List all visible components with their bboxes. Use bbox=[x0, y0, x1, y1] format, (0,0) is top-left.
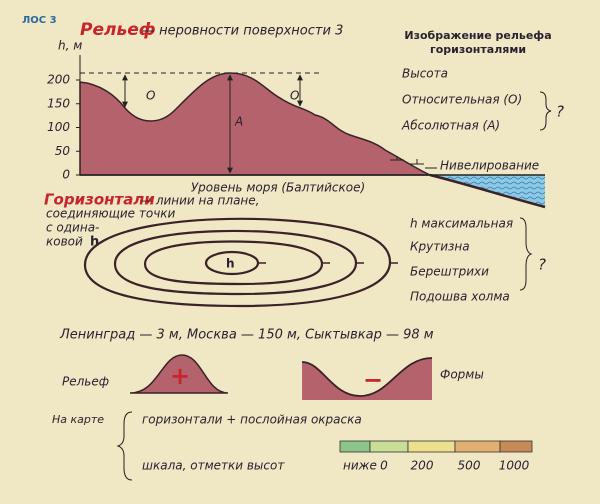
title: Рельеф bbox=[80, 20, 156, 40]
side-title: Изображение рельефа bbox=[404, 29, 551, 42]
contours-title: Горизонтали bbox=[44, 191, 155, 209]
height-scale bbox=[339, 440, 533, 453]
scale-segment bbox=[369, 440, 409, 453]
brace bbox=[539, 91, 552, 131]
scale-segment bbox=[499, 440, 533, 453]
contour-item: Подошва холма bbox=[410, 290, 510, 304]
profile bbox=[76, 55, 546, 209]
scale-segment bbox=[407, 440, 456, 453]
definition: — линии на плане, bbox=[140, 194, 259, 208]
tick-label: 0 bbox=[62, 168, 70, 182]
leveling-marks bbox=[390, 156, 437, 169]
forms-label: Формы bbox=[440, 368, 484, 382]
scale-segment bbox=[339, 440, 371, 453]
contour-item: Берештрихи bbox=[410, 265, 489, 279]
tick-label: 50 bbox=[55, 144, 71, 158]
subtitle: — неровности поверхности 3 bbox=[142, 24, 343, 39]
scale-label: 200 bbox=[411, 459, 434, 473]
heights-title: Высота bbox=[402, 67, 448, 81]
contour-item: h максимальная bbox=[410, 217, 513, 231]
height-item: Относительная (О) bbox=[402, 93, 522, 107]
relative-mark: О bbox=[146, 89, 155, 103]
absolute-mark: А bbox=[234, 115, 243, 129]
scale-label: 1000 bbox=[499, 459, 530, 473]
question: ? bbox=[538, 256, 546, 274]
axis-label: h, м bbox=[58, 39, 82, 53]
tick-label: 150 bbox=[47, 96, 70, 110]
h-symbol: h bbox=[90, 235, 99, 250]
sea-bottom bbox=[429, 173, 546, 209]
leveling-label: Нивелирование bbox=[440, 159, 539, 173]
side-title: горизонталями bbox=[430, 43, 526, 56]
relief-label: Рельеф bbox=[62, 375, 109, 389]
brace bbox=[116, 411, 133, 481]
hill-form bbox=[129, 354, 229, 394]
scale-label: 500 bbox=[458, 459, 481, 473]
examples: Ленинград — 3 м, Москва — 150 м, Сыктывк… bbox=[59, 328, 434, 343]
scale-label: 0 bbox=[380, 459, 388, 473]
definition: ковой bbox=[46, 235, 83, 249]
depression-form bbox=[301, 357, 433, 397]
contour-item: Крутизна bbox=[410, 240, 470, 254]
center-h: h bbox=[226, 257, 235, 271]
scale-below: ниже bbox=[343, 459, 377, 473]
question: ? bbox=[556, 103, 564, 121]
code: ЛОС 3 bbox=[22, 15, 57, 26]
contour-lines bbox=[83, 217, 398, 308]
height-item: Абсолютная (А) bbox=[401, 119, 500, 133]
map-item: шкала, отметки высот bbox=[142, 459, 285, 473]
hill-profile bbox=[79, 72, 431, 176]
map-item: горизонтали + послойная окраска bbox=[142, 413, 362, 427]
definition: соединяющие точки bbox=[46, 207, 176, 221]
sea-level-label: Уровень моря (Балтийское) bbox=[191, 181, 365, 195]
relative-mark: О bbox=[290, 89, 299, 103]
definition: с одина- bbox=[46, 221, 99, 235]
plus: + bbox=[170, 362, 190, 390]
depression-fill bbox=[302, 358, 432, 400]
scale-segment bbox=[454, 440, 501, 453]
brace bbox=[519, 217, 533, 291]
map-title: На карте bbox=[52, 413, 104, 426]
tick-label: 100 bbox=[47, 120, 70, 134]
tick-label: 200 bbox=[47, 73, 70, 87]
minus: − bbox=[363, 366, 383, 394]
